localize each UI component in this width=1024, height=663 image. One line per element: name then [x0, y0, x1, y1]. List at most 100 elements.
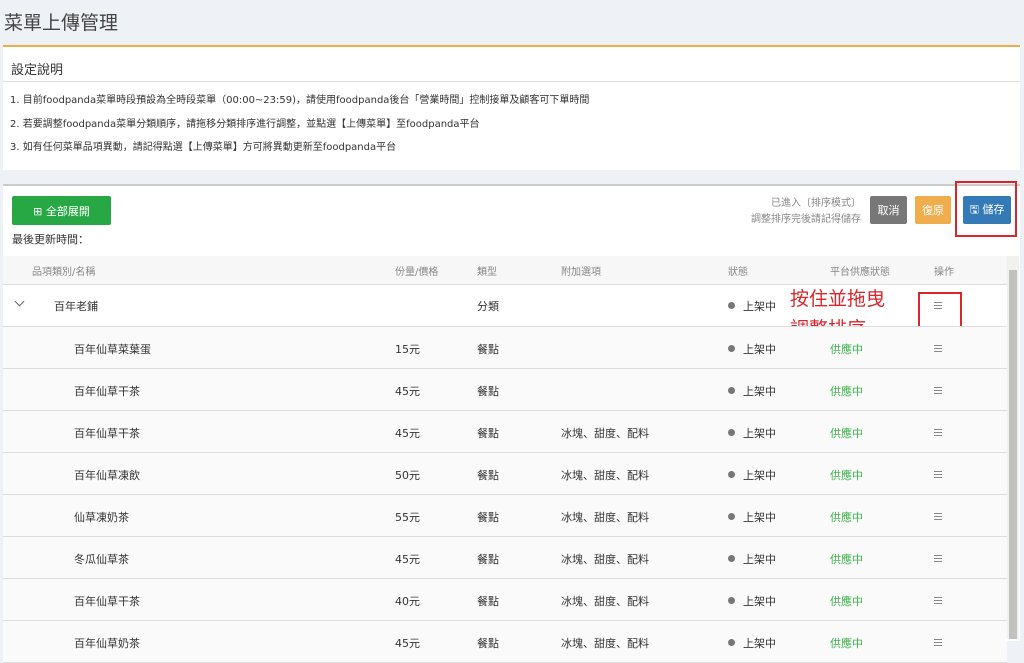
options: 冰塊、甜度、配料 — [561, 469, 649, 482]
status-dot — [728, 513, 735, 520]
item-name: 百年仙草干茶 — [74, 595, 140, 608]
drag-handle — [934, 305, 942, 306]
status-dot — [728, 471, 735, 478]
drag-handle — [934, 429, 942, 430]
type: 餐點 — [477, 469, 499, 482]
column-header: 操作 — [934, 267, 954, 278]
row-divider — [3, 326, 1007, 327]
drag-handle — [934, 597, 942, 598]
drag-handle — [934, 435, 942, 436]
sort-notice: 已進入〔排序模式〕 — [771, 198, 861, 209]
status: 上架中 — [743, 511, 776, 524]
options: 冰塊、甜度、配料 — [561, 595, 649, 608]
settings-item: 1. 目前foodpanda菜單時段預設為全時段菜單（00:00~23:59)，… — [10, 95, 590, 106]
options: 冰塊、甜度、配料 — [561, 427, 649, 440]
cancel-button[interactable]: 取消 — [870, 196, 907, 224]
scroll-thumb — [1009, 270, 1017, 639]
type: 餐點 — [477, 595, 499, 608]
row-bg — [3, 369, 1007, 411]
settings-item: 2. 若要調整foodpanda菜單分類順序，請拖移分類排序進行調整，並點選【上… — [10, 118, 480, 130]
drag-handle — [934, 603, 942, 604]
status-dot — [728, 597, 735, 604]
type: 餐點 — [477, 553, 499, 566]
drag-handle — [934, 477, 942, 478]
item-name: 冬瓜仙草茶 — [74, 553, 129, 566]
status-dot — [728, 555, 735, 562]
column-header: 份量/價格 — [395, 267, 439, 278]
status-dot — [728, 429, 735, 436]
save-button[interactable]: 🖫 儲存 — [963, 196, 1011, 224]
item-name: 百年仙草凍飲 — [74, 469, 140, 482]
column-header: 附加選項 — [561, 267, 601, 278]
price: 45元 — [395, 553, 420, 566]
supply-status: 供應中 — [830, 637, 863, 650]
drag-handle — [934, 474, 942, 475]
status: 上架中 — [743, 553, 776, 566]
column-header: 狀態 — [728, 267, 748, 278]
item-name: 百年仙草干茶 — [74, 385, 140, 398]
status-dot — [728, 302, 735, 309]
row-bg — [3, 411, 1007, 453]
drag-handle — [934, 387, 942, 388]
item-name: 百年仙草干茶 — [74, 427, 140, 440]
expand-all-button[interactable]: ⊞ 全部展開 — [12, 196, 111, 225]
column-header: 平台供應狀態 — [830, 267, 890, 278]
row-bg — [3, 453, 1007, 495]
page-title: 菜單上傳管理 — [4, 12, 119, 34]
price: 15元 — [395, 343, 420, 356]
drag-handle — [934, 642, 942, 643]
options: 冰塊、甜度、配料 — [561, 553, 649, 566]
supply-status: 供應中 — [830, 511, 863, 524]
drag-handle — [934, 558, 942, 559]
row-bg — [3, 537, 1007, 579]
page: 菜單上傳管理 設定說明 1. 目前foodpanda菜單時段預設為全時段菜單（0… — [3, 12, 1020, 663]
drag-handle — [934, 639, 942, 640]
drag-handle — [934, 393, 942, 394]
drag-handle — [934, 519, 942, 520]
status: 上架中 — [743, 637, 776, 650]
price: 45元 — [395, 427, 420, 440]
supply-status: 供應中 — [830, 385, 863, 398]
table-header — [3, 256, 1007, 285]
drag-handle — [934, 302, 942, 303]
supply-status: 供應中 — [830, 595, 863, 608]
settings-item: 3. 如有任何菜單品項異動，請記得點選【上傳菜單】方可將異動更新至foodpan… — [10, 142, 397, 153]
settings-title: 設定說明 — [11, 63, 64, 78]
item-name: 百年仙草奶茶 — [74, 637, 140, 650]
price: 40元 — [395, 595, 420, 608]
status: 上架中 — [743, 469, 776, 482]
group-name: 百年老鋪 — [54, 300, 98, 313]
highlight-box — [955, 181, 1017, 237]
drag-handle — [934, 561, 942, 562]
annotation: 按住並拖曳 — [790, 288, 886, 310]
status-dot — [728, 345, 735, 352]
drag-handle — [934, 345, 942, 346]
status: 上架中 — [743, 427, 776, 440]
drag-handle — [934, 555, 942, 556]
last-updated: 最後更新時間： — [12, 233, 89, 246]
drag-handle — [934, 471, 942, 472]
drag-handle — [934, 390, 942, 391]
type: 餐點 — [477, 427, 499, 440]
status: 上架中 — [743, 300, 776, 313]
divider — [3, 81, 1020, 82]
status: 上架中 — [743, 343, 776, 356]
status: 上架中 — [743, 595, 776, 608]
drag-handle — [934, 645, 942, 646]
type: 餐點 — [477, 511, 499, 524]
column-header: 類型 — [477, 267, 497, 278]
status-dot — [728, 387, 735, 394]
item-name: 百年仙草菜葉蛋 — [74, 343, 151, 356]
drag-handle — [934, 432, 942, 433]
supply-status: 供應中 — [830, 469, 863, 482]
type: 分類 — [477, 300, 499, 313]
drag-handle — [934, 351, 942, 352]
price: 50元 — [395, 469, 420, 482]
row-bg — [3, 579, 1007, 621]
restore-button[interactable]: 復原 — [915, 196, 951, 224]
type: 餐點 — [477, 343, 499, 356]
drag-handle — [934, 516, 942, 517]
supply-status: 供應中 — [830, 343, 863, 356]
item-name: 仙草凍奶茶 — [74, 511, 129, 524]
scrollbar — [1007, 256, 1019, 639]
